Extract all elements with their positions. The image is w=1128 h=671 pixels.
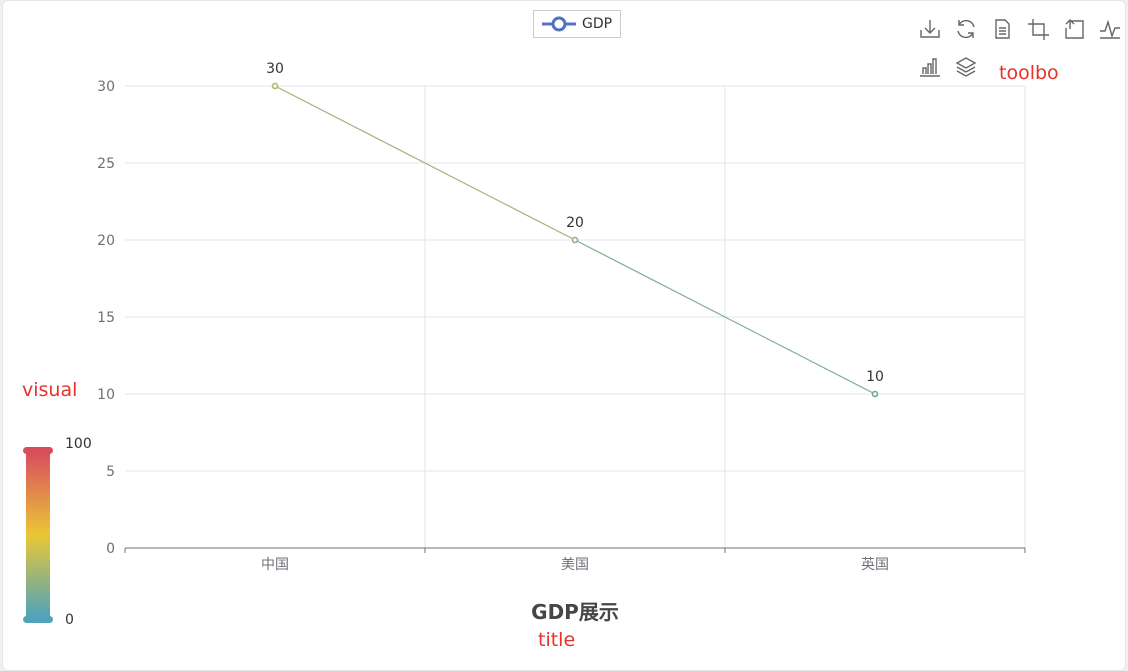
y-tick-label: 30 xyxy=(97,79,115,95)
series-line-segment xyxy=(274,85,576,241)
data-label: 20 xyxy=(566,215,584,231)
data-point[interactable] xyxy=(871,390,879,398)
zoom-reset-icon[interactable] xyxy=(1061,16,1087,42)
x-tick-label: 中国 xyxy=(261,557,289,573)
legend-line-icon xyxy=(542,16,576,32)
toolbox xyxy=(917,16,1127,86)
chart-title: GDP展示 xyxy=(531,600,619,624)
bar-switch-icon[interactable] xyxy=(917,54,943,80)
visual-map-min-handle[interactable] xyxy=(23,616,53,623)
refresh-icon[interactable] xyxy=(953,16,979,42)
y-tick-label: 20 xyxy=(97,233,115,249)
toolbox-annotation: toolbo xyxy=(999,62,1059,84)
y-tick-label: 10 xyxy=(97,387,115,403)
stack-icon[interactable] xyxy=(953,54,979,80)
visual-map-max-label: 100 xyxy=(65,436,92,452)
y-tick-label: 15 xyxy=(97,310,115,326)
axes: 0 5 10 15 20 25 30 中国 美国 英国 xyxy=(97,79,1026,573)
data-view-icon[interactable] xyxy=(989,16,1015,42)
y-tick-label: 0 xyxy=(106,541,115,557)
legend-label: GDP xyxy=(582,16,613,32)
series-gdp[interactable]: 30 20 10 xyxy=(266,61,884,398)
data-label: 30 xyxy=(266,61,284,77)
visual-map-gradient xyxy=(26,453,50,617)
x-tick-label: 英国 xyxy=(861,556,889,573)
title-annotation: title xyxy=(538,629,576,651)
grid-lines xyxy=(125,85,1026,548)
x-tick-label: 美国 xyxy=(561,557,589,573)
data-point[interactable] xyxy=(271,82,279,90)
visual-map-annotation: visual xyxy=(22,379,78,401)
line-switch-icon[interactable] xyxy=(1097,16,1123,42)
visual-map-max-handle[interactable] xyxy=(23,447,53,454)
legend-gdp[interactable]: GDP xyxy=(533,10,622,38)
series-line-segment xyxy=(574,239,876,395)
y-tick-label: 5 xyxy=(106,464,115,480)
zoom-icon[interactable] xyxy=(1025,16,1051,42)
visual-map-min-label: 0 xyxy=(65,612,74,628)
y-tick-label: 25 xyxy=(97,156,115,172)
visual-map-bar[interactable] xyxy=(23,447,53,623)
data-label: 10 xyxy=(866,369,884,385)
data-point[interactable] xyxy=(571,236,579,244)
download-icon[interactable] xyxy=(917,16,943,42)
